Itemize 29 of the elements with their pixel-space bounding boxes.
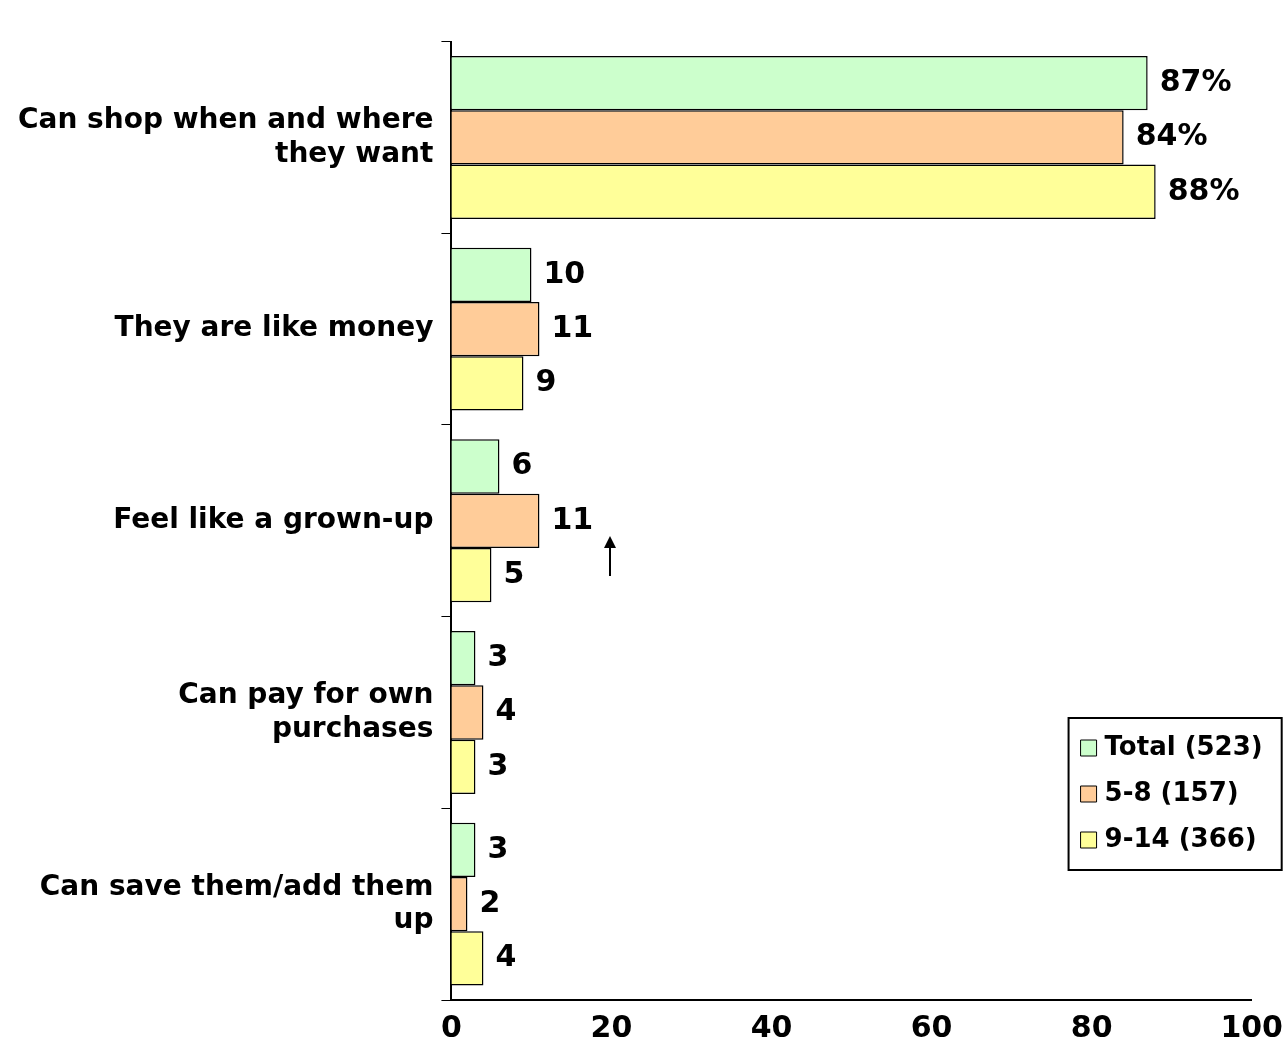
x-tick-label: 40 <box>750 1008 793 1044</box>
data-label: 10 <box>543 254 586 290</box>
x-tick-label: 0 <box>441 1008 462 1044</box>
data-label: 4 <box>495 938 517 974</box>
y-tick-label: Feel like a grown-up <box>113 502 434 536</box>
data-label: 3 <box>487 637 509 673</box>
data-label: 88% <box>1167 171 1240 207</box>
data-label: 4 <box>495 692 517 728</box>
data-label: 2 <box>479 883 501 919</box>
y-tick-label: Can pay for own purchases <box>178 676 434 744</box>
data-label: 87% <box>1159 62 1232 98</box>
legend-label: Total (523) <box>1104 730 1263 761</box>
x-tick-label: 60 <box>910 1008 953 1044</box>
legend-label: 9-14 (366) <box>1104 822 1257 853</box>
data-label: 3 <box>487 746 509 782</box>
x-tick-label: 20 <box>590 1008 633 1044</box>
legend-label: 5-8 (157) <box>1104 776 1239 807</box>
data-label: 3 <box>487 829 509 865</box>
data-label: 5 <box>503 554 525 590</box>
y-tick-label: Can shop when and where they want <box>18 101 434 169</box>
x-tick-label: 100 <box>1220 1008 1283 1044</box>
data-label: 9 <box>535 363 557 399</box>
y-tick-label: Can save them/add them up <box>39 868 434 936</box>
data-label: 84% <box>1135 117 1208 153</box>
x-tick-label: 80 <box>1070 1008 1113 1044</box>
data-label: 6 <box>511 446 533 482</box>
data-label: 11 <box>551 308 594 344</box>
y-tick-label: They are like money <box>114 310 434 344</box>
data-label: 11 <box>551 500 594 536</box>
